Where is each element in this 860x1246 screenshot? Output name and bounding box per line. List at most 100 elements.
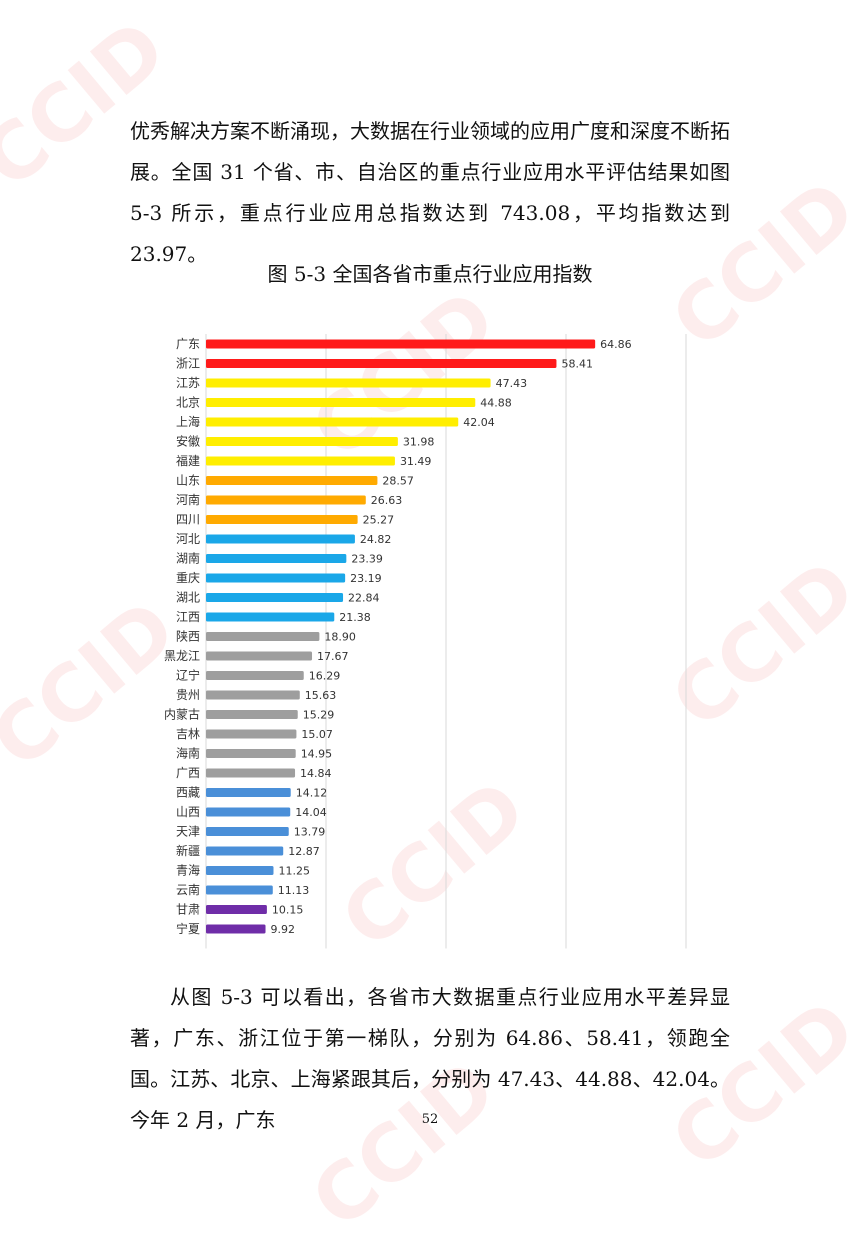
category-label: 海南 [176,746,200,761]
data-label: 14.04 [295,806,327,819]
category-label: 新疆 [176,843,200,858]
bar [206,885,273,895]
category-label: 上海 [176,414,200,429]
data-label: 28.57 [382,475,414,488]
data-label: 23.39 [351,553,383,566]
bar [206,417,459,427]
category-label: 广西 [176,766,200,780]
data-label: 18.90 [324,631,356,644]
category-label: 河南 [176,492,200,507]
category-label: 吉林 [176,727,200,741]
data-label: 17.67 [317,650,349,663]
category-label: 四川 [176,513,200,527]
data-label: 25.27 [363,514,395,527]
category-label: 福建 [176,453,200,468]
bar [206,905,267,914]
category-label: 江苏 [176,376,200,390]
data-label: 11.13 [278,884,310,897]
bar [206,437,398,446]
data-label: 58.41 [561,358,593,371]
category-label: 黑龙江 [164,649,200,663]
data-label: 15.63 [305,689,337,702]
data-label: 9.92 [271,923,296,936]
bar [206,632,320,641]
data-label: 31.49 [400,455,432,468]
bar [206,593,344,602]
data-label: 14.95 [301,748,333,761]
category-label: 云南 [176,882,200,897]
data-label: 31.98 [403,436,435,449]
bar [206,866,274,875]
category-label: 贵州 [176,688,200,702]
category-label: 河北 [176,532,200,546]
bar [206,729,297,739]
bar-chart-svg: 广东 64.86 浙江 58.41 江苏 47.43 北京 44.88 上海 42.04 安徽 31.… [164,334,687,949]
bar [206,788,291,797]
category-label: 北京 [176,396,200,410]
data-label: 15.07 [301,728,333,741]
bar [206,710,298,719]
category-label: 山西 [176,805,200,819]
bar [206,359,557,368]
bar [206,573,346,583]
bar [206,612,335,622]
category-label: 湖南 [176,551,200,566]
category-label: 山东 [176,474,200,488]
bar [206,495,366,505]
bar [206,749,296,758]
bar [206,554,347,563]
category-label: 天津 [176,825,200,839]
category-label: 陕西 [176,629,200,644]
bar [206,456,395,466]
data-label: 15.29 [303,709,335,722]
bar [206,534,355,544]
data-label: 24.82 [360,533,392,546]
body-paragraph-top: 优秀解决方案不断涌现，大数据在行业领域的应用广度和深度不断拓展。全国 31 个省… [130,119,730,266]
category-label: 青海 [176,863,200,878]
bar [206,339,596,349]
figure-caption: 图 5-3 全国各省市重点行业应用指数 [267,262,593,286]
page-number: 52 [421,1112,439,1127]
category-label: 江西 [176,610,200,624]
document-page: CCID CCID CCID CCID CCID CCID CCID CCID … [0,4,860,1246]
bar [206,846,284,856]
bar [206,768,296,778]
category-label: 内蒙古 [164,707,200,722]
category-label: 辽宁 [176,668,200,683]
category-label: 西藏 [176,786,200,800]
bar [206,807,291,817]
data-label: 13.79 [294,826,326,839]
category-label: 重庆 [176,571,200,585]
bar [206,378,491,388]
bar [206,690,300,700]
data-label: 44.88 [480,397,512,410]
bar [206,827,289,836]
body-paragraph-bottom: 从图 5-3 可以看出，各省市大数据重点行业应用水平差异显著，广东、浙江位于第一… [130,985,730,1132]
data-label: 26.63 [371,494,403,507]
data-label: 42.04 [463,416,495,429]
bar [206,924,266,934]
bar [206,651,313,661]
category-label: 湖北 [176,590,200,605]
data-label: 16.29 [309,670,341,683]
data-label: 12.87 [288,845,320,858]
data-label: 64.86 [600,338,632,351]
data-label: 22.84 [348,592,380,605]
data-label: 14.84 [300,767,332,780]
bar [206,671,304,680]
data-label: 21.38 [339,611,371,624]
data-label: 47.43 [496,377,527,390]
bar-chart: 广东 64.86 浙江 58.41 江苏 47.43 北京 44.88 上海 42.04 安徽 31.… [140,330,720,955]
category-label: 甘肃 [176,903,200,917]
data-label: 23.19 [350,572,382,585]
category-label: 安徽 [176,434,200,449]
bar [206,515,358,524]
data-label: 14.12 [296,787,328,800]
bar [206,398,476,407]
bar [206,476,378,485]
data-label: 11.25 [279,865,311,878]
category-label: 宁夏 [176,921,200,936]
data-label: 10.15 [272,904,304,917]
category-label: 浙江 [176,357,200,371]
category-label: 广东 [176,337,200,351]
